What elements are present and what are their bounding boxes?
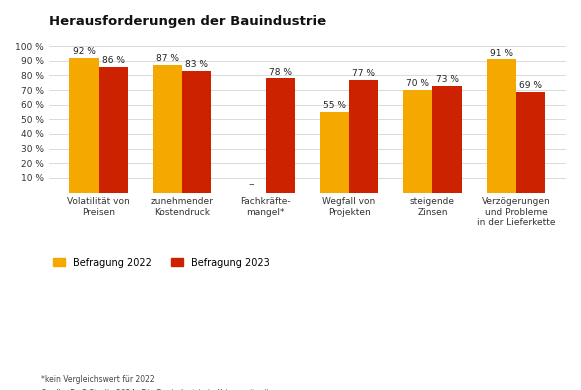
Bar [320,112,349,193]
Bar [432,86,462,193]
Bar [99,67,128,193]
Text: 83 %: 83 % [185,60,208,69]
Text: 78 %: 78 % [268,67,292,76]
Bar [403,90,432,193]
Text: 91 %: 91 % [490,49,513,58]
Bar [153,65,182,193]
Bar [487,59,516,193]
Text: Quelle: PwC-Studie 2024 „Die Bauindustrie in Krisenzeiten“: Quelle: PwC-Studie 2024 „Die Bauindustri… [41,389,268,390]
Text: 77 %: 77 % [352,69,375,78]
Text: 55 %: 55 % [323,101,346,110]
Text: 69 %: 69 % [519,81,542,90]
Text: 70 %: 70 % [406,79,429,89]
Text: 87 %: 87 % [156,55,179,64]
Bar [349,80,378,193]
Legend: Befragung 2022, Befragung 2023: Befragung 2022, Befragung 2023 [53,257,270,268]
Bar [182,71,211,193]
Bar [266,78,295,193]
Text: 73 %: 73 % [436,75,458,84]
Text: 92 %: 92 % [73,47,95,56]
Text: Herausforderungen der Bauindustrie: Herausforderungen der Bauindustrie [49,15,326,28]
Bar [516,92,545,193]
Bar [70,58,99,193]
Text: 86 %: 86 % [102,56,125,65]
Text: *kein Vergleichswert für 2022: *kein Vergleichswert für 2022 [41,375,155,384]
Text: –: – [248,179,254,189]
